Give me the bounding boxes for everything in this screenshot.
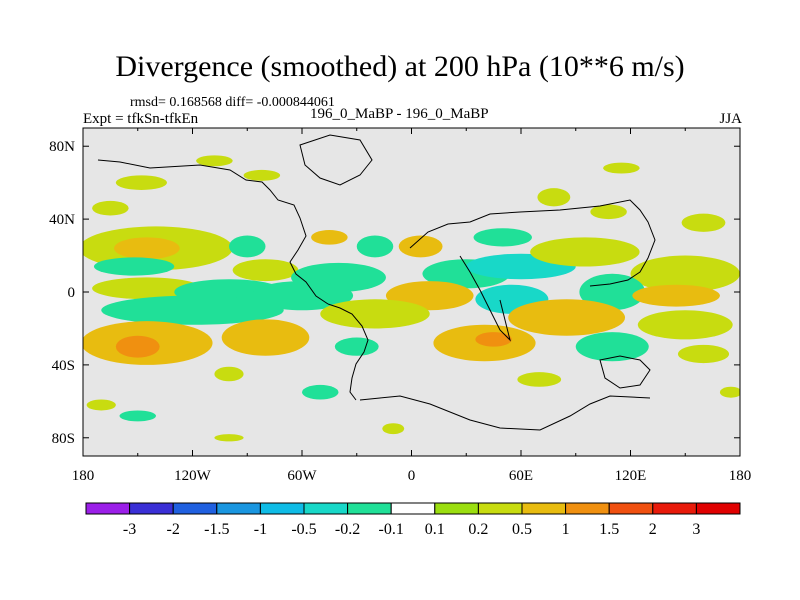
field-blob — [250, 281, 354, 311]
colorbar-swatch — [608, 502, 654, 515]
field-blob — [320, 299, 430, 329]
colorbar-swatch — [303, 502, 349, 515]
colorbar-swatch — [172, 502, 218, 515]
stats-text: rmsd= 0.168568 diff= -0.000844061 — [130, 95, 335, 110]
colorbar-swatch — [259, 502, 305, 515]
colorbar-swatch — [434, 502, 479, 515]
field-blob — [214, 434, 244, 442]
field-blob — [221, 319, 310, 356]
chart-title: Divergence (smoothed) at 200 hPa (10**6 … — [115, 50, 685, 83]
x-tick-label: 180 — [72, 468, 95, 484]
field-blob — [517, 372, 562, 387]
field-blob — [214, 366, 244, 382]
field-blob — [232, 259, 299, 282]
field-blob — [114, 237, 180, 260]
colorbar-label: -3 — [123, 521, 136, 538]
colorbar-label: -1.5 — [204, 521, 229, 538]
field-blob — [590, 204, 627, 220]
colorbar-swatch — [85, 502, 131, 515]
field-blob — [681, 213, 726, 232]
field-blob — [115, 335, 160, 358]
africa-coast — [459, 255, 511, 342]
colorbar-swatch — [347, 502, 392, 515]
x-tick-label: 0 — [408, 468, 416, 484]
field-blob — [229, 235, 266, 258]
y-tick-label: 40S — [52, 358, 75, 374]
field-blob — [115, 175, 167, 190]
colorbar-swatch — [129, 502, 174, 515]
colorbar-label: -0.5 — [291, 521, 316, 538]
field-blob — [311, 230, 348, 245]
colorbar-label: 1 — [562, 521, 570, 538]
field-blob — [101, 295, 284, 325]
x-tick-label: 60E — [509, 468, 533, 484]
colorbar-label: 2 — [649, 521, 657, 538]
south-america-coast — [327, 303, 369, 401]
colorbar-label: -1 — [254, 521, 267, 538]
field-blob — [93, 257, 175, 276]
colorbar-label: 1.5 — [599, 521, 619, 538]
coastline — [97, 134, 656, 431]
colorbar-label: -0.1 — [379, 521, 404, 538]
field-blob — [243, 169, 281, 181]
field-blob — [530, 237, 640, 267]
colorbar-swatch — [565, 502, 610, 515]
australia-coast — [599, 355, 651, 389]
y-tick-label: 0 — [68, 285, 76, 301]
field-blob — [677, 344, 730, 364]
season-label: JJA — [719, 111, 742, 127]
field-blob — [632, 284, 720, 307]
field-blob — [119, 410, 156, 422]
field-blob — [475, 332, 512, 347]
colorbar-label: 0.1 — [425, 521, 445, 538]
field-blob — [579, 273, 646, 311]
field-blob — [719, 386, 740, 398]
colorbar-swatch — [521, 502, 567, 515]
antarctica-coast — [359, 395, 651, 431]
field-blob — [630, 255, 740, 292]
colorbar: -3 -2 -1.5 -1 -0.5 -0.2 -0.1 0.1 0.2 0.5 1 1.5 2 3 — [85, 502, 741, 538]
field-blob — [92, 200, 129, 216]
y-tick-label: 40N — [49, 212, 75, 228]
colorbar-swatch — [216, 502, 261, 515]
colorbar-label: 0.2 — [468, 521, 488, 538]
case-label: 196_0_MaBP - 196_0_MaBP — [310, 106, 489, 122]
field-blob — [575, 332, 649, 362]
field-blob — [398, 235, 443, 258]
field-blob — [302, 384, 339, 400]
x-tick-label: 60W — [287, 468, 317, 484]
colorbar-swatch — [652, 502, 697, 515]
field-blob — [603, 162, 640, 174]
colorbar-swatch — [695, 502, 741, 515]
field-blob — [473, 228, 532, 247]
field-blob — [92, 277, 202, 300]
field-blob — [334, 337, 379, 356]
contour-field — [83, 155, 740, 442]
field-blob — [537, 188, 571, 207]
x-tick-label: 120E — [615, 468, 647, 484]
x-tick-label: 120W — [174, 468, 212, 484]
field-blob — [637, 310, 733, 340]
field-blob — [382, 423, 405, 435]
colorbar-label: 0.5 — [512, 521, 532, 538]
colorbar-label: 3 — [692, 521, 700, 538]
y-tick-label: 80S — [52, 431, 75, 447]
x-tick-label: 180 — [729, 468, 752, 484]
x-axis: 180 120W 60W 0 60E 120E 180 — [72, 128, 752, 484]
colorbar-label: -2 — [167, 521, 180, 538]
experiment-label: Expt = tfkSn-tfkEn — [83, 111, 199, 127]
north-america-coast — [97, 159, 329, 305]
greenland-coast — [299, 134, 373, 186]
colorbar-label: -0.2 — [335, 521, 360, 538]
field-blob — [508, 299, 626, 336]
field-blob — [196, 155, 233, 167]
field-blob — [86, 399, 116, 411]
colorbar-swatch — [390, 502, 436, 515]
y-axis: 80N 40N 0 40S 80S — [49, 139, 740, 447]
y-tick-label: 80N — [49, 139, 75, 155]
field-blob — [356, 235, 394, 258]
colorbar-swatch — [477, 502, 523, 515]
europe-asia-coast — [409, 199, 656, 287]
